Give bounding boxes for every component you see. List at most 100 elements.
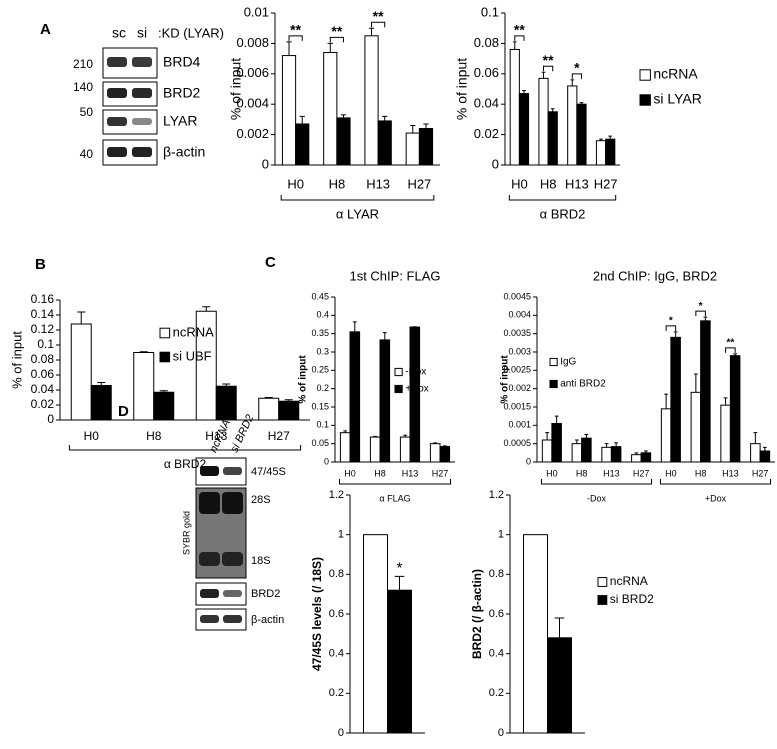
- bar: [548, 112, 557, 165]
- legend-swatch: [160, 352, 170, 362]
- bar: [632, 455, 642, 462]
- panel-letter: D: [118, 403, 129, 420]
- significance-label: **: [514, 22, 525, 38]
- y-tick-label: 0.0035: [503, 328, 531, 338]
- band: [222, 552, 243, 566]
- x-tick-label: H27: [268, 429, 290, 443]
- legend-swatch: [160, 328, 170, 338]
- significance-label: *: [699, 301, 703, 312]
- marker: 210: [73, 57, 93, 71]
- chart-title: 2nd ChIP: IgG, BRD2: [593, 268, 717, 283]
- y-tick-label: 0.2: [489, 687, 504, 699]
- y-tick-label: 0.06: [31, 367, 55, 381]
- legend-label: anti BRD2: [560, 379, 606, 390]
- y-tick-label: 0: [262, 156, 269, 171]
- bar: [751, 444, 761, 462]
- x-tick-label: H8: [146, 429, 162, 443]
- significance-label: **: [543, 52, 554, 68]
- bar: [259, 398, 279, 420]
- bar: [91, 386, 111, 421]
- y-tick-label: 0: [324, 456, 329, 466]
- condition-label: :KD (LYAR): [158, 25, 224, 40]
- bar: [582, 438, 592, 462]
- bar: [340, 433, 350, 462]
- y-tick-label: 0.04: [31, 382, 55, 396]
- y-tick-label: 0.001: [508, 420, 531, 430]
- x-tick-label: H8: [329, 176, 346, 191]
- y-tick-label: 0.45: [311, 291, 329, 301]
- y-tick-label: 0.003: [508, 346, 531, 356]
- band: [200, 589, 219, 598]
- panel-letter: B: [35, 256, 46, 273]
- y-tick-label: 0.2: [329, 687, 344, 699]
- bar: [370, 437, 380, 462]
- y-tick-label: 0.08: [31, 352, 55, 366]
- band: [107, 147, 127, 157]
- y-tick-label: 0.02: [474, 126, 499, 141]
- bar: [440, 447, 450, 462]
- bar: [691, 392, 701, 462]
- legend-swatch: [395, 385, 402, 392]
- bar: [542, 440, 552, 462]
- legend-swatch: [550, 358, 557, 365]
- band-label: BRD2: [251, 588, 280, 600]
- x-tick-label: H13: [603, 468, 620, 478]
- x-tick-label: H0: [546, 468, 558, 478]
- y-tick-label: 0: [498, 727, 504, 739]
- band-label: LYAR: [163, 113, 198, 129]
- y-tick-label: 1.2: [329, 489, 344, 501]
- legend-swatch: [550, 380, 557, 387]
- y-tick-label: 0.002: [236, 126, 269, 141]
- significance-label: **: [331, 23, 342, 39]
- bar: [296, 124, 309, 165]
- band: [200, 615, 219, 623]
- legend-swatch: [395, 368, 402, 375]
- y-tick-label: 0.4: [329, 648, 344, 660]
- bar: [419, 129, 432, 165]
- y-tick-label: 0.4: [316, 310, 329, 320]
- legend-swatch: [598, 578, 607, 587]
- y-tick-label: 0: [338, 727, 344, 739]
- y-tick-label: 0.01: [244, 4, 269, 19]
- x-tick-label: H27: [752, 468, 769, 478]
- y-tick-label: 0: [492, 156, 499, 171]
- group-label: α LYAR: [336, 206, 379, 221]
- y-tick-label: 0.6: [329, 608, 344, 620]
- group-label: +Dox: [705, 493, 727, 503]
- bar: [406, 133, 419, 165]
- y-tick-label: 0.15: [311, 401, 329, 411]
- y-tick-label: 1.2: [489, 489, 504, 501]
- y-tick-label: 0.1: [37, 337, 54, 351]
- bar: [548, 638, 572, 733]
- band: [223, 590, 242, 597]
- bar: [378, 121, 391, 165]
- bar: [568, 86, 577, 165]
- y-tick-label: 0.0045: [503, 291, 531, 301]
- y-tick-label: 0.3: [316, 346, 329, 356]
- y-axis-label: 47/45S levels (/ 18S): [310, 557, 324, 671]
- x-tick-label: H0: [344, 468, 356, 478]
- y-tick-label: 0.35: [311, 328, 329, 338]
- band: [132, 88, 152, 98]
- x-tick-label: H0: [665, 468, 677, 478]
- legend-label: +Dox: [405, 384, 429, 395]
- legend-label: si LYAR: [653, 91, 702, 107]
- legend-label: ncRNA: [173, 324, 215, 339]
- x-tick-label: H27: [594, 176, 618, 191]
- chart-title: 1st ChIP: FLAG: [349, 268, 440, 283]
- bar: [519, 94, 528, 165]
- y-tick-label: 0.08: [474, 35, 499, 50]
- legend-label: ncRNA: [653, 66, 698, 82]
- band-label: β-actin: [163, 144, 205, 160]
- band: [223, 615, 242, 623]
- bar: [510, 49, 519, 165]
- legend-swatch: [640, 70, 650, 80]
- legend-label: si UBF: [173, 348, 212, 363]
- bar: [337, 118, 350, 165]
- bar: [282, 56, 295, 165]
- bar: [611, 447, 621, 462]
- y-tick-label: 1: [338, 529, 344, 541]
- lane-label: sc: [112, 25, 126, 41]
- band-label: β-actin: [251, 614, 284, 626]
- y-axis-label: % of input: [9, 331, 24, 389]
